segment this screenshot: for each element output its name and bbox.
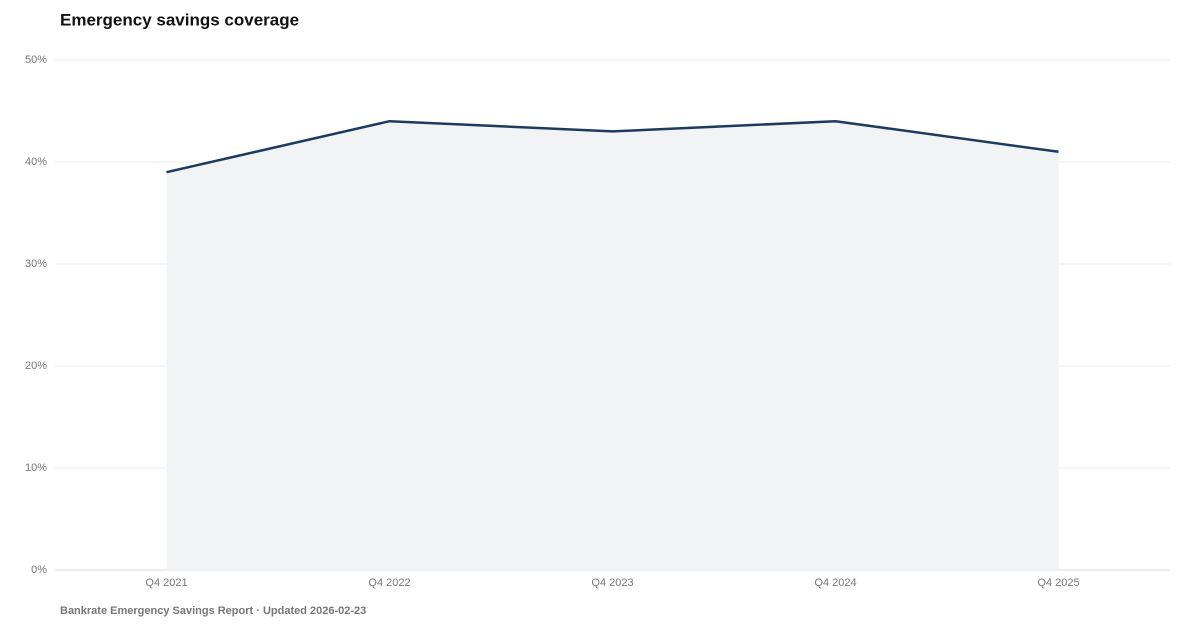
x-tick-label: Q4 2023: [591, 577, 633, 589]
y-tick-label: 30%: [25, 258, 47, 270]
footer: Bankrate Emergency Savings Report · Upda…: [60, 605, 366, 617]
x-tick-label: Q4 2025: [1037, 577, 1079, 589]
y-tick-label: 10%: [25, 462, 47, 474]
area-fill: [166, 121, 1059, 570]
chart-title: Emergency savings coverage: [60, 10, 299, 29]
y-tick-label: 40%: [25, 156, 47, 168]
x-tick-label: Q4 2024: [814, 577, 856, 589]
x-tick-label: Q4 2021: [145, 577, 187, 589]
y-tick-label: 50%: [25, 54, 47, 66]
y-tick-label: 0%: [31, 564, 47, 576]
y-tick-label: 20%: [25, 360, 47, 372]
line: [166, 119, 1059, 174]
x-tick-label: Q4 2022: [368, 577, 410, 589]
